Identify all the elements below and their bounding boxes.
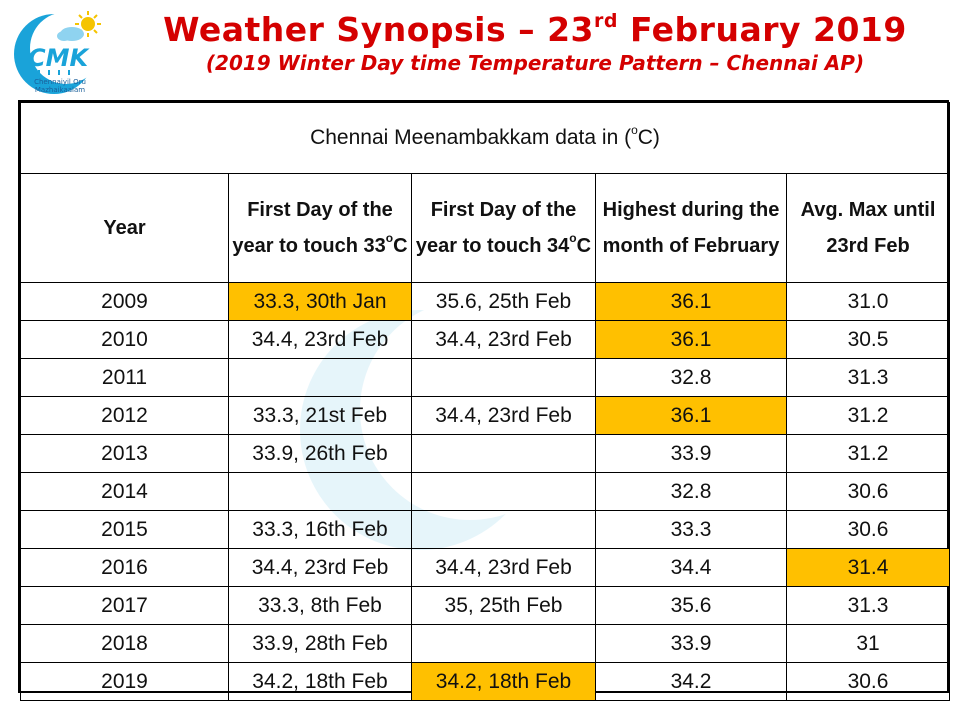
cell-avg-max: 30.6 [785,510,951,549]
temperature-table: Chennai Meenambakkam data in (oC) Year F… [18,100,951,701]
col-header-avg-max: Avg. Max until 23rd Feb [785,173,951,283]
table-caption: Chennai Meenambakkam data in (oC) [19,102,951,174]
cell-year: 2014 [20,472,229,511]
cell-year: 2013 [20,434,229,473]
page-title: Weather Synopsis – 23rd February 2019 [163,10,907,49]
page-subtitle: (2019 Winter Day time Temperature Patter… [205,51,865,75]
cell-feb-high: 33.9 [595,624,787,663]
cell-first-34 [411,472,596,511]
svg-text:Mazhaikaalam: Mazhaikaalam [35,86,85,94]
cell-first-33: 34.4, 23rd Feb [228,320,412,359]
svg-text:Chennaiyil Oru: Chennaiyil Oru [34,78,86,86]
cell-year: 2019 [20,662,229,701]
cell-first-33 [228,472,412,511]
cell-first-33: 34.2, 18th Feb [228,662,412,701]
table-row: 2010 34.4, 23rd Feb 34.4, 23rd Feb 36.1 … [20,320,951,359]
cell-year: 2017 [20,586,229,625]
cell-avg-max: 31.3 [785,586,951,625]
cell-first-33: 33.3, 21st Feb [228,396,412,435]
cell-feb-high: 34.2 [595,662,787,701]
cell-year: 2016 [20,548,229,587]
col-header-first-33: First Day of the year to touch 33oC [228,173,412,283]
cell-feb-high: 33.3 [595,510,787,549]
cell-feb-high: 32.8 [595,472,787,511]
cell-avg-max: 31.2 [785,396,951,435]
svg-text:CMK: CMK [28,44,90,72]
cell-first-34 [411,510,596,549]
cell-avg-max: 31 [785,624,951,663]
table-row: 2015 33.3, 16th Feb 33.3 30.6 [20,510,951,549]
table-row: 2011 32.8 31.3 [20,358,951,397]
cell-avg-max: 31.2 [785,434,951,473]
col-header-first-34: First Day of the year to touch 34oC [411,173,596,283]
cell-feb-high: 33.9 [595,434,787,473]
cell-avg-max: 31.0 [785,282,951,321]
cell-first-33: 33.9, 26th Feb [228,434,412,473]
cell-first-34: 35, 25th Feb [411,586,596,625]
cell-first-34: 34.4, 23rd Feb [411,320,596,359]
cell-feb-high: 36.1 [595,396,787,435]
cmk-logo: CMK Chennaiyil Oru Mazhaikaalam [8,8,112,100]
table-row: 2018 33.9, 28th Feb 33.9 31 [20,624,951,663]
cell-avg-max: 30.5 [785,320,951,359]
cell-year: 2018 [20,624,229,663]
cell-avg-max: 31.3 [785,358,951,397]
table-row: 2012 33.3, 21st Feb 34.4, 23rd Feb 36.1 … [20,396,951,435]
cell-first-33: 33.3, 30th Jan [228,282,412,321]
table-row: 2013 33.9, 26th Feb 33.9 31.2 [20,434,951,473]
col-header-feb-high: Highest during the month of February [595,173,787,283]
cell-avg-max: 30.6 [785,662,951,701]
table-row: 2014 32.8 30.6 [20,472,951,511]
table-row: 2009 33.3, 30th Jan 35.6, 25th Feb 36.1 … [20,282,951,321]
cell-first-34 [411,624,596,663]
cell-first-34: 34.4, 23rd Feb [411,396,596,435]
cell-year: 2012 [20,396,229,435]
cell-first-33 [228,358,412,397]
cell-avg-max: 30.6 [785,472,951,511]
cell-year: 2011 [20,358,229,397]
cell-first-33: 33.3, 8th Feb [228,586,412,625]
cell-first-34: 34.4, 23rd Feb [411,548,596,587]
cell-first-33: 33.3, 16th Feb [228,510,412,549]
cell-first-33: 34.4, 23rd Feb [228,548,412,587]
table-row: 2016 34.4, 23rd Feb 34.4, 23rd Feb 34.4 … [20,548,951,587]
cell-feb-high: 36.1 [595,282,787,321]
cell-first-33: 33.9, 28th Feb [228,624,412,663]
table-row: 2017 33.3, 8th Feb 35, 25th Feb 35.6 31.… [20,586,951,625]
cell-feb-high: 32.8 [595,358,787,397]
cell-feb-high: 35.6 [595,586,787,625]
col-header-year: Year [20,173,229,283]
cell-first-34 [411,358,596,397]
cell-avg-max: 31.4 [785,548,951,587]
table-row: 2019 34.2, 18th Feb 34.2, 18th Feb 34.2 … [20,662,951,701]
cloud-icon [57,27,84,41]
cell-first-34 [411,434,596,473]
cell-feb-high: 36.1 [595,320,787,359]
cell-first-34: 35.6, 25th Feb [411,282,596,321]
cell-year: 2015 [20,510,229,549]
cmk-logo-graphic: CMK Chennaiyil Oru Mazhaikaalam [14,11,102,94]
cell-feb-high: 34.4 [595,548,787,587]
cell-first-34: 34.2, 18th Feb [411,662,596,701]
cell-year: 2010 [20,320,229,359]
cell-year: 2009 [20,282,229,321]
